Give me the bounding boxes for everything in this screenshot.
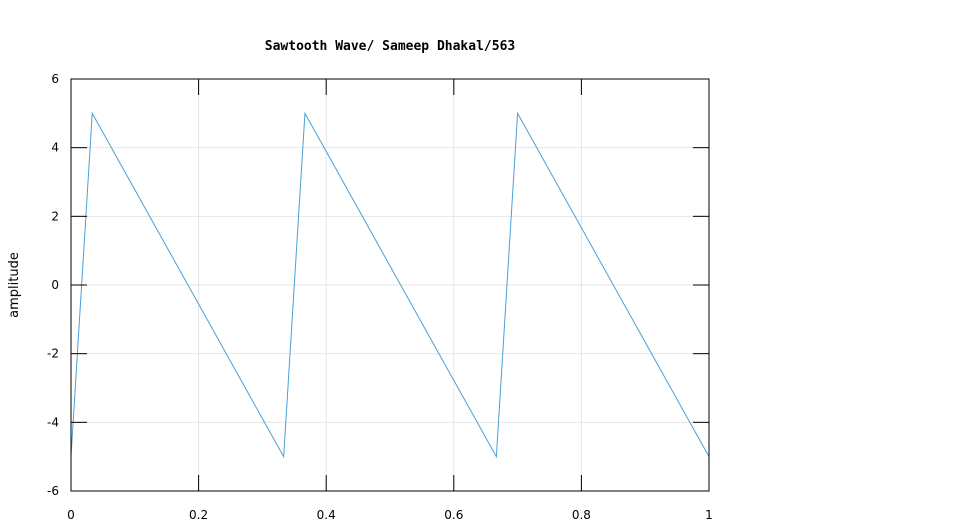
x-tick-label: 0.6	[444, 508, 463, 522]
y-tick-label: -4	[47, 415, 59, 429]
x-tick-label: 0.2	[189, 508, 208, 522]
ticks-layer	[70, 78, 710, 492]
y-tick-label: 4	[51, 141, 59, 155]
chart-title: Sawtooth Wave/ Sameep Dhakal/563	[265, 39, 515, 54]
x-tick-label: 1	[705, 508, 713, 522]
x-tick-label: 0.4	[317, 508, 336, 522]
y-tick-label: -2	[47, 347, 59, 361]
series-layer	[70, 111, 710, 459]
y-tick-label: 2	[51, 209, 59, 223]
sawtooth-series-line	[70, 111, 710, 459]
y-tick-labels: -6 -4 -2 0 2 4 6	[47, 72, 59, 498]
y-tick-label: 0	[51, 278, 59, 292]
x-tick-labels: 0 0.2 0.4 0.6 0.8 1	[67, 508, 713, 522]
x-tick-label: 0.8	[572, 508, 591, 522]
x-tick-label: 0	[67, 508, 75, 522]
y-axis-label: amplitude	[7, 252, 22, 318]
y-tick-label: -6	[47, 484, 59, 498]
y-tick-label: 6	[51, 72, 59, 86]
